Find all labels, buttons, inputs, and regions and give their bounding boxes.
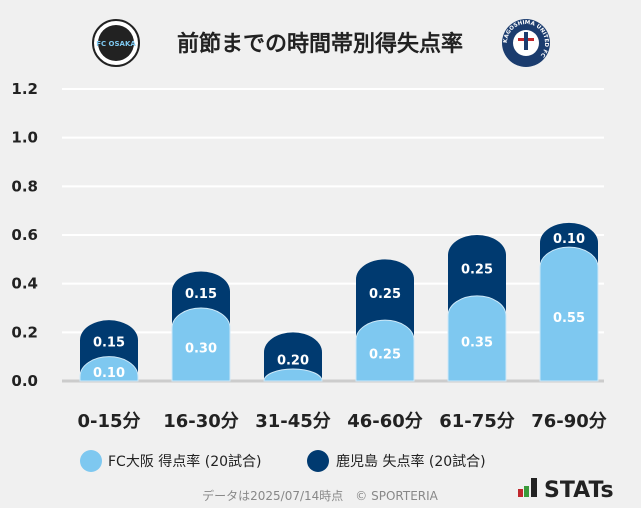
x-tick-label: 76-90分 (531, 411, 607, 432)
data-label-home: 0.30 (185, 342, 217, 357)
bar-home (355, 319, 415, 382)
x-tick-label: 46-60分 (347, 411, 423, 432)
data-label-home: 0.25 (369, 348, 401, 363)
bar-home (79, 356, 139, 382)
data-label-away: 0.20 (277, 354, 309, 369)
data-label-away: 0.15 (185, 287, 217, 302)
y-tick-label: 0.4 (11, 275, 38, 293)
data-label-away: 0.25 (369, 287, 401, 302)
x-tick-label: 61-75分 (439, 411, 515, 432)
bar-home (447, 295, 507, 382)
legend-label-home: FC大阪 得点率 (20試合) (108, 453, 261, 470)
y-tick-label: 0.2 (11, 323, 38, 341)
home-logo-text: FC OSAKA (96, 40, 136, 48)
x-tick-label: 0-15分 (77, 411, 140, 432)
data-label-away: 0.10 (553, 232, 585, 247)
data-label-home: 0.55 (553, 311, 585, 326)
x-tick-label: 16-30分 (163, 411, 239, 432)
bar-home (539, 246, 599, 382)
home-logo: FC OSAKA (92, 19, 140, 67)
bar-away (264, 332, 322, 381)
bar-home (263, 368, 323, 382)
y-tick-label: 0.0 (11, 372, 38, 390)
brand-name: STATs (544, 478, 614, 503)
data-label-home: 0.35 (461, 335, 493, 350)
y-tick-label: 0.8 (11, 177, 38, 195)
y-tick-label: 1.2 (11, 80, 38, 98)
stats-logo: STATs (518, 478, 614, 503)
x-tick-label: 31-45分 (255, 411, 331, 432)
legend-swatch-home (80, 450, 102, 472)
data-label-home: 0.10 (93, 366, 125, 381)
y-tick-label: 1.0 (11, 129, 38, 147)
y-tick-label: 0.6 (11, 226, 38, 244)
bar-home (171, 307, 231, 382)
away-logo: KAGOSHIMA UNITED FC (502, 19, 550, 67)
footer-note: データは2025/07/14時点 © SPORTERIA (202, 488, 439, 503)
chart-title: 前節までの時間帯別得失点率 (177, 31, 463, 57)
data-label-away: 0.25 (461, 262, 493, 277)
data-label-away: 0.15 (93, 335, 125, 350)
legend-label-away: 鹿児島 失点率 (20試合) (336, 453, 486, 470)
legend-swatch-away (307, 450, 329, 472)
